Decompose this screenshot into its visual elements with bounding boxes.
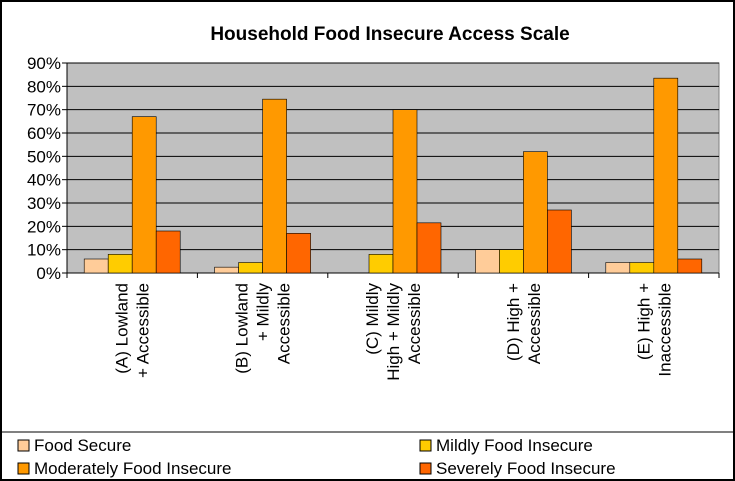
bar-severely-food-insecure: [286, 233, 311, 274]
legend-label: Moderately Food Insecure: [34, 459, 232, 478]
legend-label: Severely Food Insecure: [436, 459, 616, 478]
bar-mildly-food-insecure: [107, 254, 133, 274]
bar-mildly-food-insecure: [368, 254, 394, 274]
legend: Food Secure Mildly Food Insecure Moderatel…: [2, 431, 733, 478]
bar-moderately-food-insecure: [262, 98, 287, 274]
y-tick-label: 50%: [27, 147, 61, 166]
legend-swatch: [17, 439, 30, 452]
bar-moderately-food-insecure: [131, 116, 157, 274]
chart-title: Household Food Insecure Access Scale: [210, 24, 569, 45]
x-tick-label: Accessible: [525, 283, 544, 364]
legend-swatch: [419, 439, 432, 452]
bar-mildly-food-insecure: [238, 262, 263, 274]
bar-mildly-food-insecure: [629, 262, 655, 274]
x-tick-label: (B) Lowland: [233, 283, 252, 374]
x-tick-label: Accessible: [275, 283, 294, 364]
bar-severely-food-insecure: [155, 230, 181, 274]
legend-swatch: [17, 462, 30, 475]
x-tick-label: + Mildly: [254, 283, 273, 342]
legend-swatch: [419, 462, 432, 475]
x-tick-label: (D) High +: [504, 283, 523, 361]
legend-label: Food Secure: [34, 436, 131, 455]
x-tick-label: Inaccessible: [655, 283, 674, 377]
bar-food-secure: [475, 249, 500, 274]
bar-severely-food-insecure: [677, 258, 703, 274]
y-tick-label: 60%: [27, 124, 61, 143]
bar-food-secure: [83, 258, 109, 274]
plot-area: 0% 10% 20% 30% 40% 50% 60% 70% 80% 90% (A) Lowland…: [27, 54, 720, 381]
y-tick-label: 10%: [27, 241, 61, 260]
bar-moderately-food-insecure: [523, 151, 548, 274]
y-tick-label: 70%: [27, 101, 61, 120]
bar-moderately-food-insecure: [392, 109, 418, 274]
x-tick-label: (A) Lowland: [113, 283, 132, 374]
bar-food-secure: [214, 266, 239, 274]
legend-label: Mildly Food Insecure: [436, 436, 593, 455]
x-tick-label: + Accessible: [134, 283, 153, 378]
x-tick-label: Accessible: [405, 283, 424, 364]
y-tick-label: 40%: [27, 171, 61, 190]
y-tick-label: 80%: [27, 77, 61, 96]
y-tick-label: 0%: [36, 264, 61, 283]
x-tick-label: (C) Mildly: [363, 283, 382, 355]
bar-severely-food-insecure: [547, 209, 572, 274]
y-tick-label: 30%: [27, 194, 61, 213]
bar-food-secure: [605, 262, 631, 274]
x-tick-label: High + Mildly: [384, 283, 403, 381]
bar-mildly-food-insecure: [499, 249, 524, 274]
y-tick-label: 20%: [27, 217, 61, 236]
x-tick-label: (E) High +: [634, 283, 653, 360]
y-tick-label: 90%: [27, 54, 61, 73]
bar-severely-food-insecure: [416, 222, 442, 274]
bar-moderately-food-insecure: [653, 77, 679, 274]
